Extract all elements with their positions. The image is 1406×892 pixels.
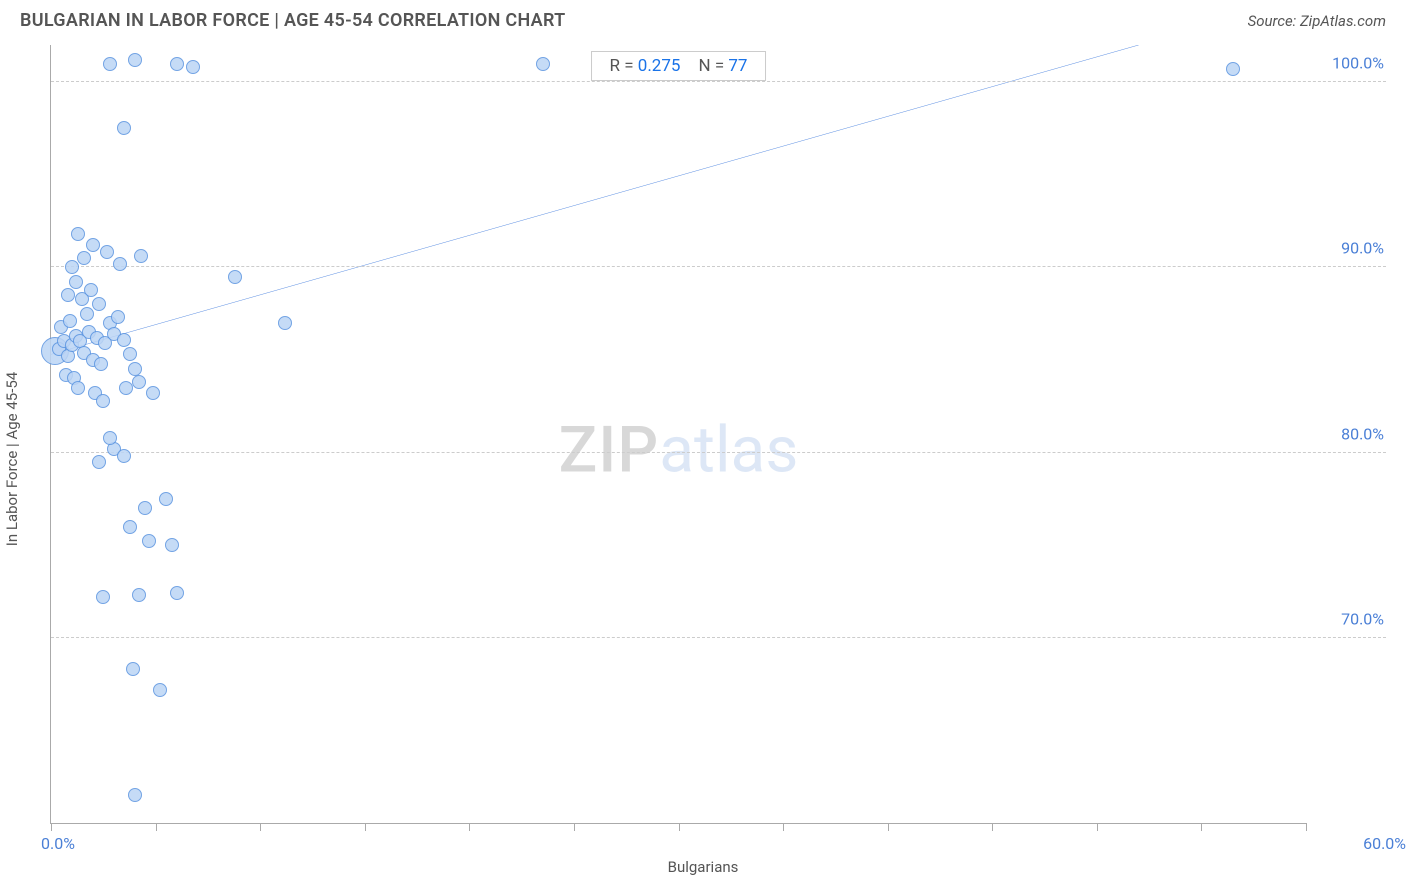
scatter-point <box>186 60 200 74</box>
chart-title: BULGARIAN IN LABOR FORCE | AGE 45-54 COR… <box>20 10 566 31</box>
scatter-point <box>132 588 146 602</box>
x-tick <box>260 823 261 831</box>
scatter-point <box>71 227 85 241</box>
scatter-point <box>170 57 184 71</box>
y-tick-label: 80.0% <box>1314 424 1384 443</box>
scatter-point <box>128 53 142 67</box>
scatter-point <box>94 357 108 371</box>
chart-header: BULGARIAN IN LABOR FORCE | AGE 45-54 COR… <box>0 0 1406 37</box>
x-axis-label: Bulgarians <box>668 858 739 876</box>
scatter-point <box>84 283 98 297</box>
y-tick-label: 90.0% <box>1314 239 1384 258</box>
scatter-point <box>142 534 156 548</box>
scatter-point <box>165 538 179 552</box>
scatter-point <box>80 307 94 321</box>
scatter-point <box>65 260 79 274</box>
gridline-h <box>51 81 1386 82</box>
gridline-h <box>51 637 1386 638</box>
scatter-point <box>113 257 127 271</box>
y-tick-label: 100.0% <box>1314 54 1384 73</box>
scatter-point <box>123 347 137 361</box>
scatter-point <box>1226 62 1240 76</box>
r-value: 0.275 <box>638 56 681 76</box>
scatter-point <box>228 270 242 284</box>
regression-line <box>51 45 1306 823</box>
scatter-point <box>536 57 550 71</box>
scatter-point <box>77 251 91 265</box>
scatter-point <box>159 492 173 506</box>
scatter-point <box>69 275 83 289</box>
scatter-point <box>278 316 292 330</box>
r-label: R = <box>610 56 634 76</box>
y-tick-label: 70.0% <box>1314 609 1384 628</box>
x-tick <box>1306 823 1307 831</box>
chart-source: Source: ZipAtlas.com <box>1248 12 1386 30</box>
x-tick <box>888 823 889 831</box>
scatter-point <box>117 449 131 463</box>
scatter-point <box>123 520 137 534</box>
scatter-point <box>146 386 160 400</box>
stats-box: R = 0.275 N = 77 <box>591 51 767 81</box>
scatter-point <box>138 501 152 515</box>
x-tick <box>469 823 470 831</box>
watermark-zip: ZIP <box>559 412 660 487</box>
gridline-h <box>51 266 1386 267</box>
scatter-point <box>170 586 184 600</box>
n-value: 77 <box>728 56 747 76</box>
scatter-point <box>111 310 125 324</box>
x-tick <box>574 823 575 831</box>
scatter-point <box>100 245 114 259</box>
x-tick <box>783 823 784 831</box>
scatter-point <box>153 683 167 697</box>
x-tick <box>51 823 52 831</box>
n-stat: N = 77 <box>698 56 747 76</box>
x-tick <box>156 823 157 831</box>
scatter-point <box>126 662 140 676</box>
scatter-point <box>71 381 85 395</box>
scatter-point <box>103 431 117 445</box>
x-tick <box>1201 823 1202 831</box>
watermark-atlas: atlas <box>659 412 798 487</box>
scatter-point <box>117 333 131 347</box>
scatter-point <box>86 238 100 252</box>
y-axis-label: In Labor Force | Age 45-54 <box>3 371 21 545</box>
scatter-point <box>96 590 110 604</box>
x-tick <box>365 823 366 831</box>
x-tick <box>679 823 680 831</box>
scatter-point <box>92 297 106 311</box>
scatter-point <box>117 121 131 135</box>
chart-area: In Labor Force | Age 45-54 Bulgarians ZI… <box>20 45 1386 872</box>
x-max-label: 60.0% <box>1363 834 1406 853</box>
scatter-point <box>63 314 77 328</box>
scatter-point <box>128 788 142 802</box>
x-min-label: 0.0% <box>41 834 75 853</box>
scatter-point <box>92 455 106 469</box>
x-tick <box>992 823 993 831</box>
n-label: N = <box>698 56 724 76</box>
gridline-h <box>51 452 1386 453</box>
scatter-point <box>96 394 110 408</box>
regression-line-path <box>51 45 1139 354</box>
scatter-point <box>103 57 117 71</box>
r-stat: R = 0.275 <box>610 56 681 76</box>
scatter-point <box>128 362 142 376</box>
scatter-point <box>132 375 146 389</box>
scatter-point <box>61 288 75 302</box>
x-tick <box>1097 823 1098 831</box>
scatter-point <box>134 249 148 263</box>
watermark: ZIPatlas <box>559 412 799 487</box>
plot-region: ZIPatlas R = 0.275 N = 77 70.0%80.0%90.0… <box>50 45 1306 824</box>
